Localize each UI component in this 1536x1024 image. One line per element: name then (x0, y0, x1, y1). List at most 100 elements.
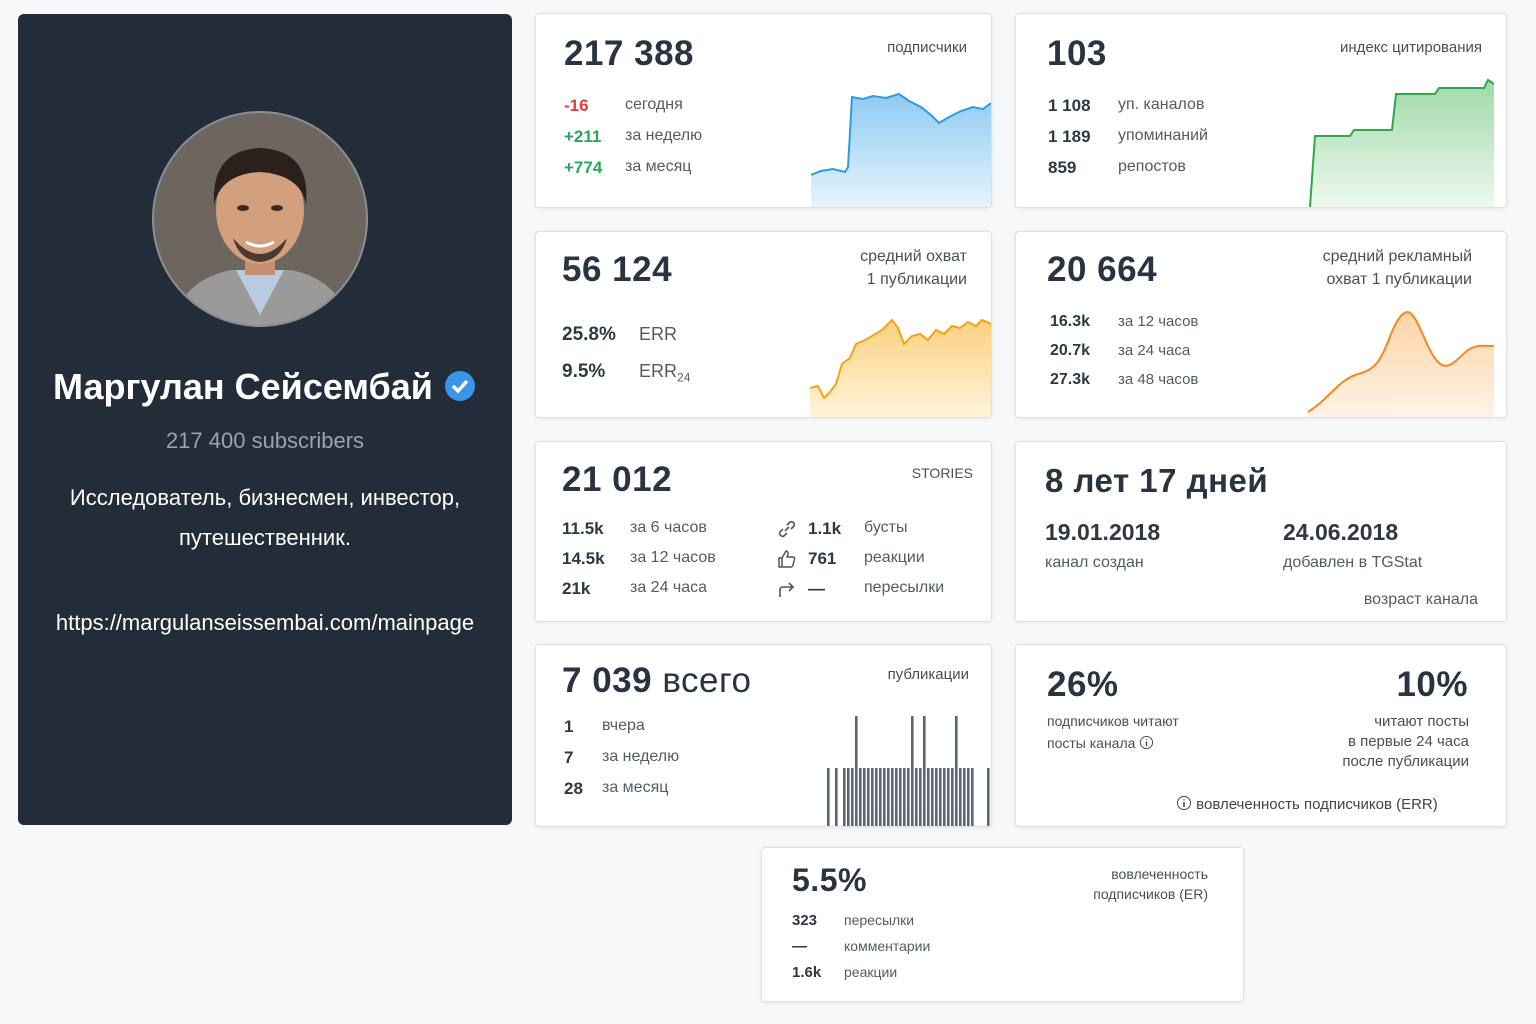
posts-total: 7 039 всего (562, 661, 751, 701)
activity-bar (835, 768, 838, 826)
info-icon (1177, 796, 1191, 810)
activity-bar (871, 768, 874, 826)
row-value: 761 (808, 549, 837, 568)
created-label: канал создан (1045, 554, 1144, 571)
er-label: подписчиков (ER) (1093, 886, 1208, 902)
stories-value: 21 012 (562, 460, 673, 499)
row-label: упоминаний (1118, 127, 1208, 144)
activity-bar (939, 768, 942, 826)
sparkline (1309, 78, 1494, 207)
activity-bar (971, 768, 974, 826)
sparkline (1308, 310, 1494, 417)
activity-bar (879, 768, 882, 826)
activity-bar (987, 768, 990, 826)
err-right-value: 10% (1396, 665, 1468, 704)
row-label: ERR (639, 324, 678, 344)
row-label: вчера (602, 717, 645, 734)
row-value: -16 (564, 96, 589, 115)
err-footer-row: вовлеченность подписчиков (ERR) (1176, 795, 1438, 813)
posts-label: публикации (887, 666, 969, 683)
profile-name-row: Маргулан Сейсембай (18, 366, 512, 408)
activity-bar (963, 768, 966, 826)
row-value: 28 (564, 779, 583, 798)
reach-value: 56 124 (562, 250, 673, 289)
row-value: 1 189 (1048, 127, 1091, 146)
er-label: вовлеченность (1111, 866, 1208, 882)
reach-label: 1 публикации (866, 271, 967, 288)
row-label: реакции (844, 964, 898, 980)
row-label: за 12 часов (630, 549, 716, 566)
verified-badge (444, 371, 475, 401)
activity-bar (951, 768, 954, 826)
row-value: 9.5% (562, 361, 606, 382)
er-value: 5.5% (792, 862, 867, 898)
row-value: 323 (792, 912, 818, 929)
activity-bar (927, 768, 930, 826)
activity-bar (891, 768, 894, 826)
subscribers-value: 217 388 (564, 34, 695, 73)
activity-bar (959, 768, 962, 826)
subscribers-label: подписчики (887, 39, 967, 56)
row-label: за 48 часов (1118, 371, 1199, 388)
row-value: — (808, 579, 825, 598)
activity-bar (855, 716, 858, 826)
reach-card: 56 124 средний охват 1 публикации 25.8% ERR… (535, 231, 992, 418)
err-right-label: после публикации (1342, 753, 1469, 770)
row-label: уп. каналов (1118, 96, 1205, 113)
err-left-label: посты канала (1047, 735, 1154, 751)
row-value: 14.5k (562, 549, 605, 568)
er-card: 5.5% вовлеченность подписчиков (ER) 323 пер… (761, 847, 1244, 1002)
row-value: 1 108 (1048, 96, 1091, 115)
reach-label: средний охват (860, 248, 967, 265)
err-left-label: подписчиков читают (1047, 713, 1179, 729)
activity-bar (895, 768, 898, 826)
row-label: за неделю (602, 748, 680, 765)
row-label: реакции (864, 549, 925, 566)
activity-bar (935, 768, 938, 826)
err-card: 26% 10% вовлеченность подписчиков (ERR) … (1015, 644, 1507, 827)
profile-url[interactable]: https://margulanseissembai.com/mainpage (55, 610, 475, 635)
row-label-sub: 24 (677, 370, 691, 385)
activity-bar (907, 768, 910, 826)
activity-bar (915, 768, 918, 826)
link-icon (778, 520, 796, 538)
row-label: репостов (1118, 158, 1186, 175)
added-date: 24.06.2018 (1283, 519, 1399, 545)
activity-bar (847, 768, 850, 826)
citation-label: индекс цитирования (1340, 39, 1482, 56)
row-label: комментарии (844, 938, 931, 954)
activity-bar (887, 768, 890, 826)
activity-bar (899, 768, 902, 826)
activity-bar (919, 768, 922, 826)
activity-bar (947, 768, 950, 826)
share-icon (779, 582, 795, 597)
profile-description: Исследователь, бизнесмен, инвестор, путе… (69, 485, 461, 550)
stories-card: 21 012 STORIES 11.5k за 6 часов 14.5k за 12… (535, 441, 992, 622)
row-label: за месяц (625, 158, 692, 175)
row-label: за 12 часов (1118, 313, 1199, 330)
activity-bar (875, 768, 878, 826)
info-icon (1140, 735, 1154, 750)
avatar (152, 111, 368, 327)
row-label: ERR24 (639, 361, 691, 385)
activity-bar (955, 716, 958, 826)
row-value: 16.3k (1050, 313, 1091, 330)
err-footer: вовлеченность подписчиков (ERR) (1196, 796, 1438, 813)
activity-bar (827, 768, 830, 826)
row-label: бусты (864, 519, 908, 536)
row-value: 25.8% (562, 324, 616, 345)
row-label: за 24 часа (1118, 342, 1191, 359)
added-label: добавлен в TGStat (1283, 554, 1423, 571)
age-card: 8 лет 17 дней 19.01.2018 канал создан 24… (1015, 441, 1507, 622)
profile-name: Маргулан Сейсембай (53, 366, 433, 407)
err-right-label: в первые 24 часа (1347, 733, 1469, 750)
activity-bar (883, 768, 886, 826)
subscribers-card: 217 388 подписчики -16 сегодня +211 за неде… (535, 13, 992, 208)
row-value: 7 (564, 748, 574, 767)
posts-suffix: всего (662, 661, 752, 700)
sparkline (810, 318, 991, 417)
activity-bar (843, 768, 846, 826)
activity-bar (863, 768, 866, 826)
row-value: +774 (564, 158, 603, 177)
